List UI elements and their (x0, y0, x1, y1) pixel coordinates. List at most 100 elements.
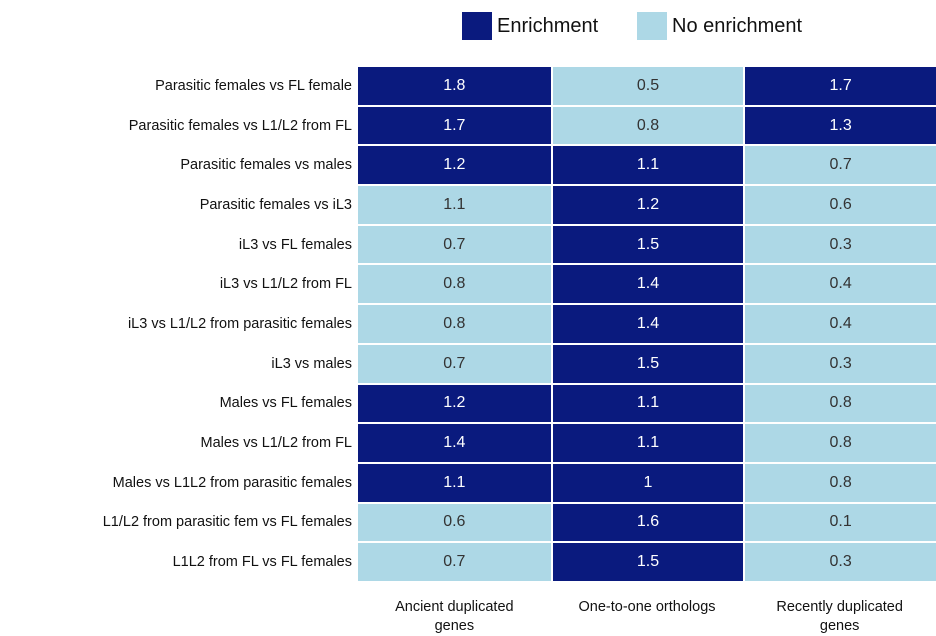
row-label: Parasitic females vs FL female (155, 77, 352, 94)
row-label: iL3 vs L1/L2 from parasitic females (127, 315, 352, 332)
cell: 1.1 (358, 463, 551, 502)
cell-value: 0.7 (443, 235, 466, 253)
cell: 1.4 (552, 305, 744, 343)
cell: 1.1 (358, 186, 551, 224)
cell: 0.8 (745, 463, 936, 502)
cell: 1.2 (358, 146, 551, 185)
cell: 1.5 (552, 225, 744, 264)
cell: 0.7 (358, 543, 551, 581)
column-label: Recently duplicated genes (776, 599, 903, 634)
cell-value: 1.5 (636, 553, 660, 571)
cell: 1 (552, 463, 744, 502)
cell-value: 0.3 (829, 553, 852, 571)
cell-value: 1.1 (636, 394, 660, 412)
cell: 0.3 (745, 543, 936, 581)
cell-value: 1.8 (443, 76, 466, 94)
cell-value: 0.6 (443, 513, 466, 531)
cell: 1.2 (552, 186, 744, 224)
cell-value: 1.3 (829, 116, 852, 134)
cell-value: 1.4 (636, 275, 660, 293)
cell-value: 1 (643, 473, 653, 491)
row-label: Males vs L1L2 from parasitic females (112, 474, 352, 491)
cell: 1.7 (358, 106, 551, 145)
legend-swatch (637, 12, 667, 40)
cell-value: 0.6 (829, 195, 852, 213)
legend-label: No enrichment (672, 15, 803, 37)
cell: 0.7 (358, 344, 551, 383)
row-label: L1L2 from FL vs FL females (172, 554, 352, 571)
cell-value: 1.1 (443, 195, 466, 213)
column-label: One-to-one orthologs (578, 599, 716, 615)
cell-value: 0.3 (829, 235, 852, 253)
cell: 0.7 (358, 225, 551, 264)
cell-value: 1.1 (636, 434, 660, 452)
cell-value: 0.7 (829, 156, 852, 174)
cell: 1.1 (552, 424, 744, 462)
row-label: Males vs FL females (219, 395, 352, 412)
row-label: Parasitic females vs L1/L2 from FL (128, 117, 352, 134)
cell: 0.3 (745, 225, 936, 264)
cell: 0.6 (358, 503, 551, 542)
row-label: iL3 vs FL females (238, 236, 352, 253)
cell-value: 0.4 (829, 314, 852, 332)
cell-value: 0.8 (829, 394, 852, 412)
cell: 1.7 (745, 67, 936, 105)
cell: 1.4 (552, 265, 744, 304)
cell: 1.3 (745, 106, 936, 145)
cell: 0.8 (745, 424, 936, 462)
cell: 0.8 (358, 265, 551, 304)
cell-value: 1.2 (443, 156, 466, 174)
cell-value: 0.8 (443, 275, 466, 293)
cell: 1.5 (552, 543, 744, 581)
cell: 1.2 (358, 384, 551, 423)
cell-value: 1.7 (829, 76, 852, 94)
legend-label: Enrichment (497, 15, 599, 37)
row-label: Parasitic females vs iL3 (199, 196, 352, 213)
cell-value: 0.5 (636, 76, 660, 94)
column-label: Ancient duplicated genes (395, 599, 514, 634)
cell: 0.6 (745, 186, 936, 224)
row-label: iL3 vs males (271, 355, 352, 372)
cell-value: 0.7 (443, 553, 466, 571)
cell-value: 1.5 (636, 354, 660, 372)
cell: 1.1 (552, 384, 744, 423)
cell-value: 1.5 (636, 235, 660, 253)
cell: 0.8 (745, 384, 936, 423)
cell-value: 1.6 (636, 513, 660, 531)
cell: 0.8 (358, 305, 551, 343)
cell: 1.6 (552, 503, 744, 542)
row-label: Males vs L1/L2 from FL (200, 435, 353, 452)
cell-value: 1.4 (443, 434, 466, 452)
cell-value: 1.2 (443, 394, 466, 412)
cell-value: 1.7 (443, 116, 466, 134)
cell-value: 0.7 (443, 354, 466, 372)
cell: 0.5 (552, 67, 744, 105)
cell-value: 0.8 (443, 314, 466, 332)
row-label: Parasitic females vs males (180, 157, 352, 174)
cell-value: 1.4 (636, 314, 660, 332)
row-label: iL3 vs L1/L2 from FL (219, 276, 352, 293)
cell-value: 0.8 (829, 434, 852, 452)
cell-value: 1.1 (636, 156, 660, 174)
cell: 0.1 (745, 503, 936, 542)
legend-swatch (462, 12, 492, 40)
cell-value: 0.3 (829, 354, 852, 372)
cell-value: 0.4 (829, 275, 852, 293)
cell-value: 0.8 (636, 116, 660, 134)
cell-value: 0.1 (829, 513, 852, 531)
cell: 0.8 (552, 106, 744, 145)
cell: 1.5 (552, 344, 744, 383)
row-label: L1/L2 from parasitic fem vs FL females (102, 514, 352, 531)
cell: 0.7 (745, 146, 936, 185)
cell: 1.1 (552, 146, 744, 185)
cell-value: 1.1 (443, 473, 466, 491)
cell-value: 1.2 (636, 195, 660, 213)
cell-value: 0.8 (829, 473, 852, 491)
cell: 0.4 (745, 305, 936, 343)
cell: 0.4 (745, 265, 936, 304)
cell: 0.3 (745, 344, 936, 383)
cell: 1.4 (358, 424, 551, 462)
cell: 1.8 (358, 67, 551, 105)
